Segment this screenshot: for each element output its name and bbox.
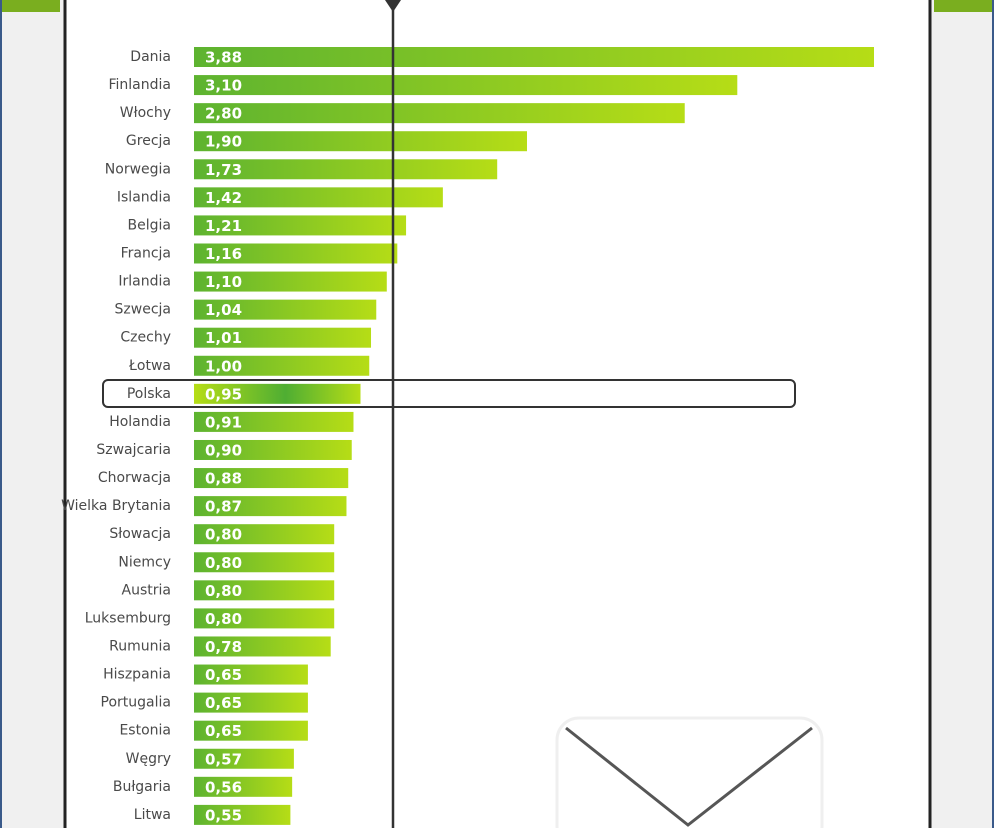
bar	[194, 692, 308, 713]
bar	[194, 215, 407, 236]
bar	[194, 439, 352, 460]
value-label: 1,00	[205, 357, 242, 375]
value-label: 1,04	[205, 301, 242, 319]
value-label: 0,80	[205, 610, 242, 628]
bar	[194, 496, 347, 517]
value-label: 3,88	[205, 49, 242, 67]
bar	[194, 243, 398, 264]
value-label: 0,57	[205, 750, 242, 768]
category-label: Portugalia	[101, 695, 171, 711]
value-label: 0,56	[205, 778, 242, 796]
value-label: 1,16	[205, 245, 242, 263]
bar	[194, 411, 354, 432]
value-label: 0,80	[205, 554, 242, 572]
category-label: Szwecja	[115, 302, 171, 318]
edge	[992, 0, 994, 828]
category-label: Bułgaria	[113, 779, 171, 795]
category-label: Francja	[121, 245, 171, 261]
envelope-flap	[565, 726, 813, 827]
category-label: Luksemburg	[85, 610, 171, 626]
value-label: 1,42	[205, 189, 242, 207]
bar	[194, 776, 293, 797]
value-label: 0,65	[205, 666, 242, 684]
bar	[194, 131, 527, 152]
category-label: Czechy	[120, 330, 171, 346]
bar	[194, 552, 335, 573]
category-label: Niemcy	[118, 554, 171, 570]
corner-bar	[0, 0, 60, 12]
bar	[194, 664, 308, 685]
category-label: Chorwacja	[98, 470, 171, 486]
bar	[194, 608, 335, 629]
value-label: 0,65	[205, 722, 242, 740]
value-label: 3,10	[205, 77, 242, 95]
bar	[194, 804, 291, 825]
category-label: Holandia	[109, 414, 171, 430]
category-label: Włochy	[120, 105, 171, 121]
category-label: Norwegia	[105, 161, 171, 177]
bar	[194, 327, 372, 348]
bar	[194, 468, 349, 489]
category-label: Polska	[127, 386, 171, 402]
envelope-body	[555, 716, 824, 828]
value-label: 0,88	[205, 470, 242, 488]
edge	[0, 0, 2, 828]
bar	[194, 383, 361, 404]
envelope-icon	[555, 716, 824, 828]
value-label: 0,80	[205, 526, 242, 544]
category-label: Belgia	[128, 217, 171, 233]
value-label: 0,90	[205, 441, 242, 459]
value-label: 0,80	[205, 582, 242, 600]
bar	[194, 271, 387, 292]
bars: Dania 3,88 Finlandia 3,10 Włochy 2,80 Grecja 1,…	[61, 47, 874, 825]
category-label: Hiszpania	[103, 667, 171, 683]
bar	[194, 524, 335, 545]
category-label: Węgry	[126, 751, 171, 767]
bar	[194, 299, 377, 320]
bar	[194, 159, 498, 180]
category-label: Rumunia	[109, 638, 171, 654]
value-label: 0,87	[205, 498, 242, 516]
reference-arrow	[385, 0, 401, 12]
highlight-box	[102, 379, 796, 408]
category-label: Finlandia	[109, 77, 172, 93]
value-label: 0,55	[205, 806, 242, 824]
bar	[194, 75, 738, 96]
value-label: 0,78	[205, 638, 242, 656]
value-label: 1,73	[205, 161, 242, 179]
category-label: Szwajcaria	[96, 442, 171, 458]
category-label: Irlandia	[118, 274, 171, 290]
value-label: 0,91	[205, 413, 242, 431]
bar	[194, 580, 335, 601]
bar	[194, 636, 331, 657]
category-label: Wielka Brytania	[61, 498, 171, 514]
corner-bar	[934, 0, 994, 12]
value-label: 1,10	[205, 273, 242, 291]
value-label: 2,80	[205, 105, 242, 123]
category-label: Grecja	[126, 133, 171, 149]
category-label: Islandia	[117, 189, 171, 205]
category-label: Estonia	[119, 723, 171, 739]
bar	[194, 47, 874, 67]
value-label: 1,01	[205, 329, 242, 347]
bar	[194, 355, 370, 376]
bar	[194, 720, 308, 741]
category-label: Łotwa	[128, 358, 171, 374]
category-label: Litwa	[134, 807, 171, 823]
category-label: Słowacja	[109, 526, 171, 542]
bar	[194, 103, 685, 124]
category-label: Austria	[122, 582, 171, 598]
value-label: 1,90	[205, 133, 242, 151]
value-label: 1,21	[205, 217, 242, 235]
bar	[194, 748, 294, 769]
value-label: 0,65	[205, 694, 242, 712]
bar	[194, 187, 443, 208]
value-label: 0,95	[205, 385, 242, 403]
category-label: Dania	[130, 49, 171, 65]
